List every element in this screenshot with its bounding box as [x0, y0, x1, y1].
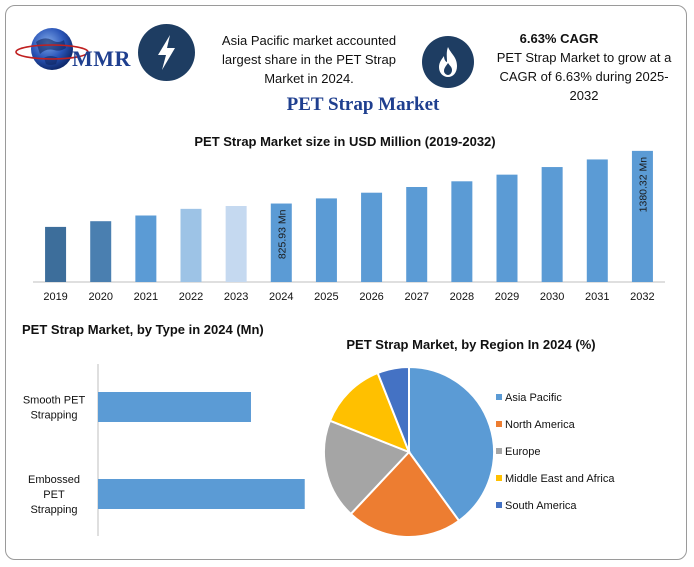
pie-slice — [328, 371, 411, 454]
x-tick-label: 2031 — [585, 291, 609, 303]
bar-2020 — [90, 221, 112, 282]
globe-icon — [15, 28, 89, 70]
data-label: 825.93 Mn — [276, 209, 288, 259]
x-tick-label: 2020 — [88, 291, 112, 303]
x-tick-label: 2026 — [359, 291, 383, 303]
pie-slice — [408, 365, 495, 523]
legend-label: Middle East and Africa — [505, 473, 615, 485]
page-title: PET Strap Market — [286, 94, 440, 115]
type-bar-chart: Smooth PET Strapping Embossed PET Strapping — [23, 364, 305, 536]
info-left-text: Asia Pacific market accounted largest sh… — [221, 33, 397, 86]
type-bar — [98, 392, 251, 422]
x-tick-label: 2024 — [269, 291, 293, 303]
x-tick-label: 2032 — [630, 291, 654, 303]
x-tick-label: 2029 — [495, 291, 519, 303]
region-pie-chart: Asia Pacific North America Europe Middle Ea… — [323, 365, 615, 538]
cagr-heading: 6.63% CAGR — [519, 31, 599, 46]
legend-label: Asia Pacific — [505, 392, 562, 404]
logo-text: MMR — [72, 46, 131, 71]
bar-2024 — [270, 203, 292, 282]
legend-label: North America — [505, 419, 576, 431]
type-chart-title: PET Strap Market, by Type in 2024 (Mn) — [22, 322, 264, 337]
bar-2032 — [631, 150, 653, 282]
legend-swatch — [496, 421, 502, 427]
pie-slice — [349, 450, 461, 538]
x-tick-label: 2025 — [314, 291, 338, 303]
bar-2027 — [406, 187, 428, 282]
bar-2022 — [180, 208, 202, 282]
pie-chart-title: PET Strap Market, by Region In 2024 (%) — [346, 337, 596, 352]
x-tick-label: 2028 — [450, 291, 474, 303]
x-tick-label: 2023 — [224, 291, 248, 303]
bar-2023 — [225, 206, 247, 282]
bar-chart-title: PET Strap Market size in USD Million (20… — [194, 134, 496, 149]
bar-2029 — [496, 174, 518, 282]
flame-icon — [422, 36, 474, 88]
x-tick-label: 2021 — [134, 291, 158, 303]
legend-label: South America — [505, 500, 577, 512]
legend-swatch — [496, 475, 502, 481]
y-tick-label: Embossed PET Strapping — [28, 474, 80, 516]
x-tick-label: 2030 — [540, 291, 564, 303]
bar-chart: 2019 2020 2021 2022 2023 2024 825.93 Mn 2025 202… — [33, 150, 665, 303]
x-tick-label: 2019 — [43, 291, 67, 303]
type-bar — [98, 479, 305, 509]
bar-2021 — [135, 215, 157, 282]
data-label: 1380.32 Mn — [637, 157, 649, 213]
bar-2028 — [451, 181, 473, 282]
legend-swatch — [496, 502, 502, 508]
bar-2030 — [541, 167, 563, 282]
bar-2031 — [586, 159, 608, 282]
x-tick-label: 2022 — [179, 291, 203, 303]
info-right-text: PET Strap Market to grow at a CAGR of 6.… — [496, 50, 672, 103]
x-tick-label: 2027 — [404, 291, 428, 303]
y-tick-label: Smooth PET Strapping — [23, 395, 86, 422]
bar-2025 — [315, 198, 337, 282]
mmr-logo: MMR — [14, 22, 134, 74]
legend-swatch — [496, 394, 502, 400]
legend-label: Europe — [505, 446, 540, 458]
bar-2019 — [45, 226, 67, 282]
lightning-bolt-icon — [138, 24, 195, 81]
bar-2026 — [361, 192, 383, 282]
legend-swatch — [496, 448, 502, 454]
pie-slice — [376, 365, 410, 453]
